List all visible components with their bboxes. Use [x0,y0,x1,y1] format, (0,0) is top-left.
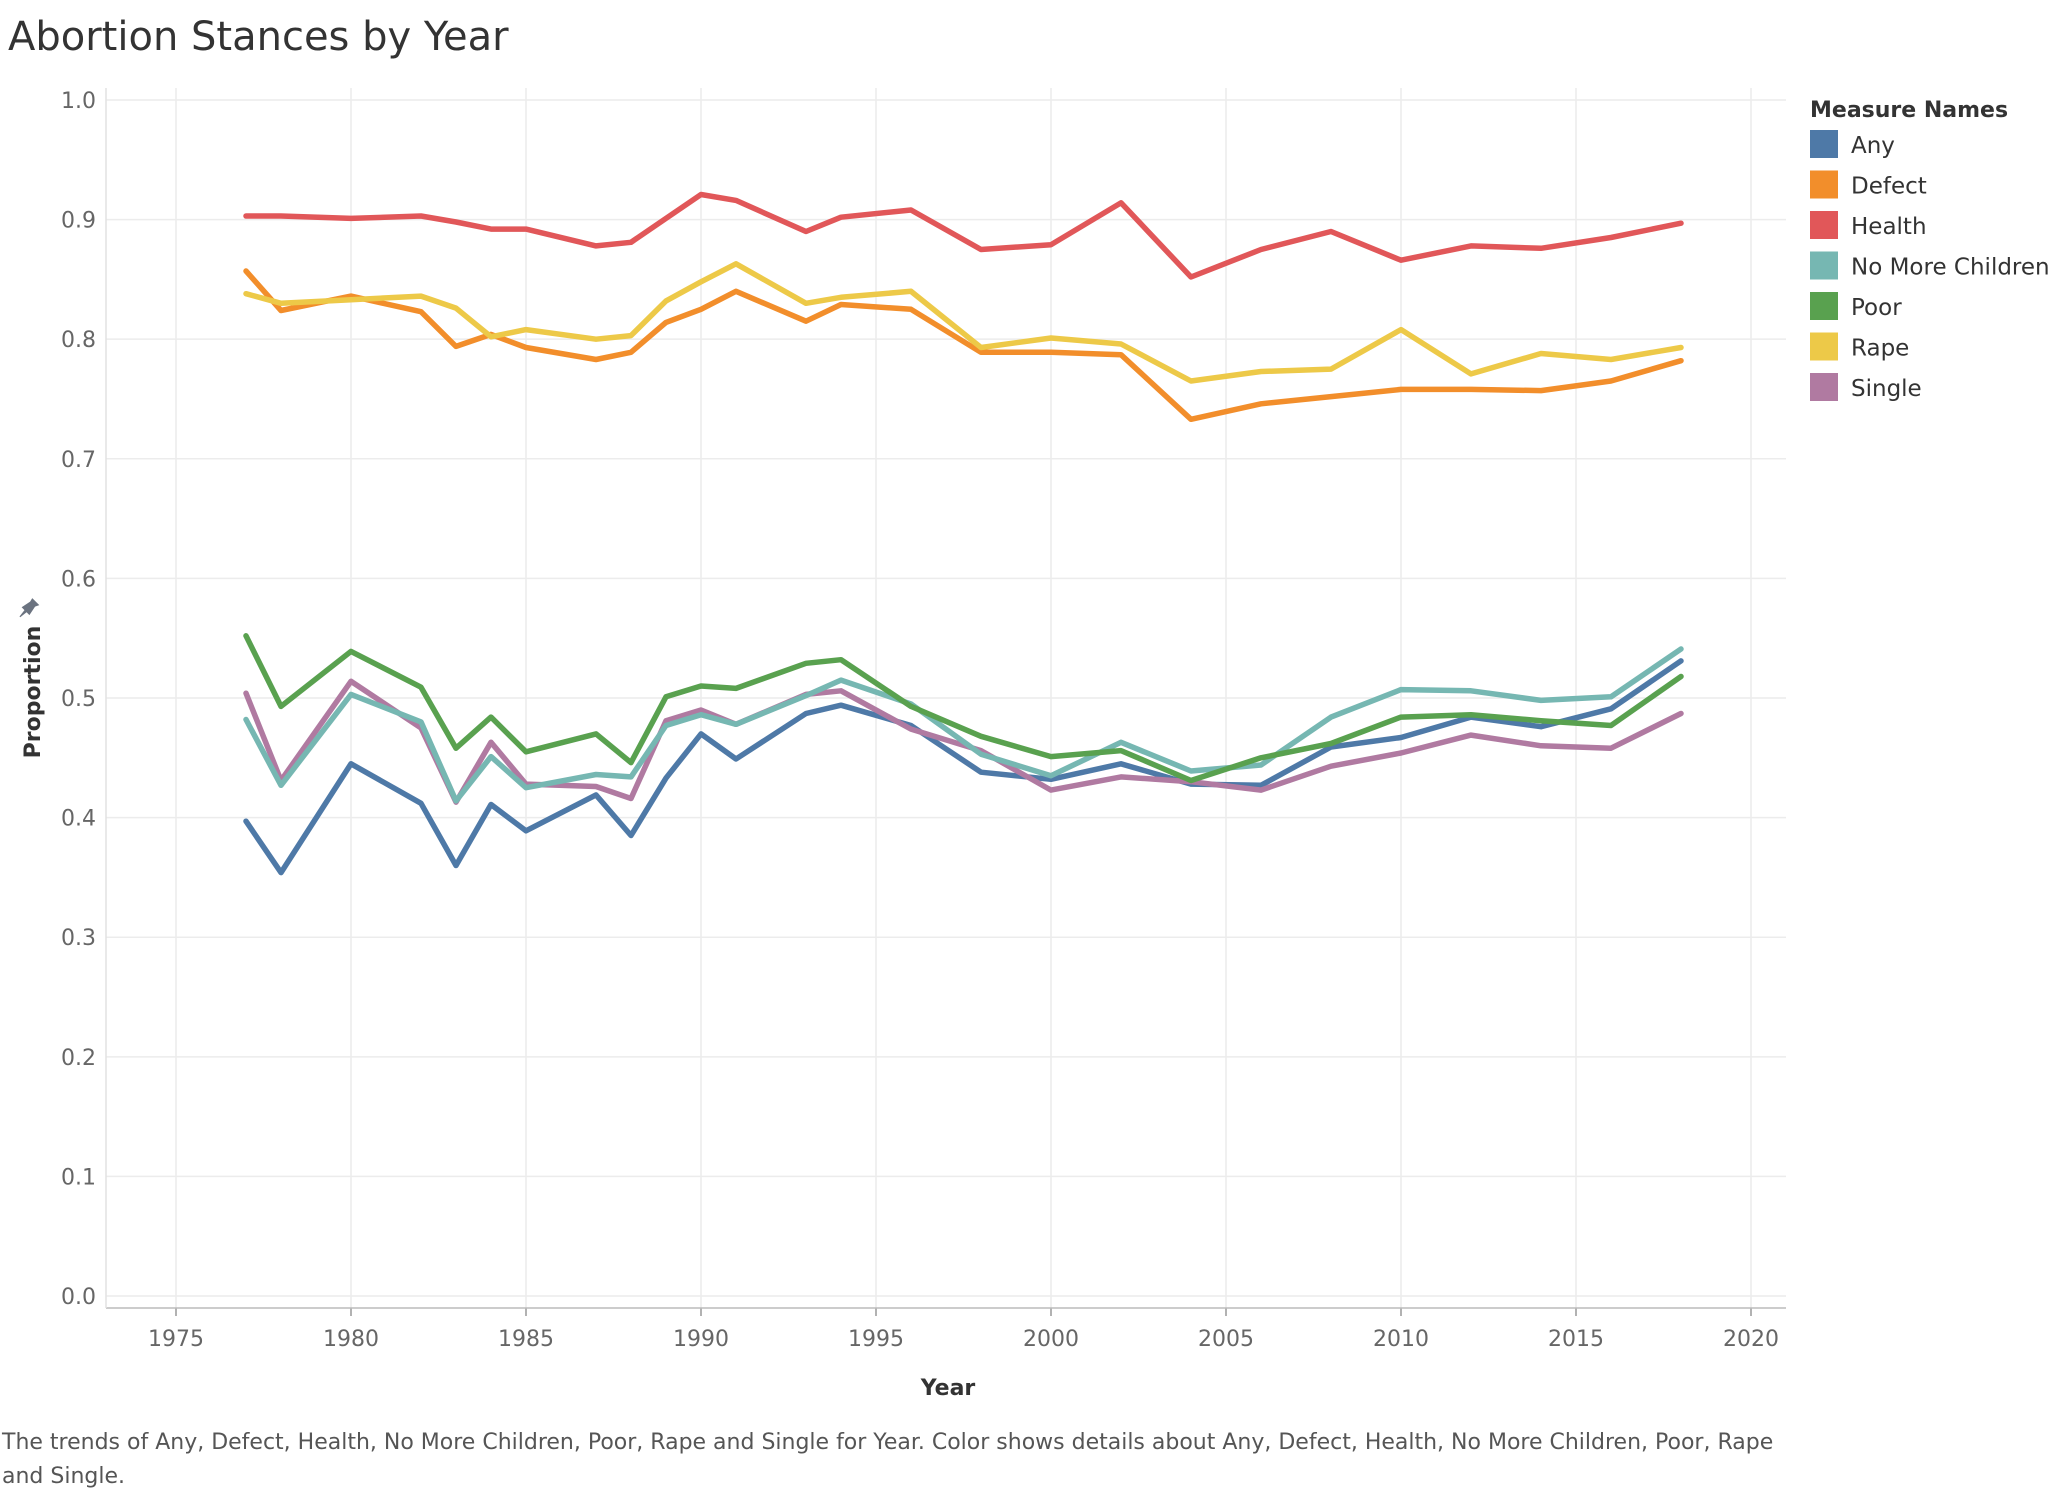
series-lines [243,191,1684,876]
x-tick-label: 1995 [848,1327,904,1352]
y-axis-title: Proportion [21,626,46,759]
legend-label[interactable]: Single [1851,376,1922,402]
line-chart: 0.0 0.1 0.2 0.3 0.4 0.5 0.6 0.7 0.8 0.9 1.0 1975 198… [16,88,2050,1401]
y-tick-label: 0.5 [61,687,96,712]
x-tick-label: 2015 [1548,1327,1604,1352]
x-tick-label: 1985 [498,1327,554,1352]
legend-swatch [1810,292,1838,320]
legend-swatch [1810,251,1838,280]
legend-swatch [1810,170,1838,199]
y-tick-label: 0.6 [61,567,96,592]
x-tick-label: 2000 [1023,1327,1079,1352]
chart-caption: The trends of Any, Defect, Health, No Mo… [2,1430,1774,1489]
y-tick-label: 1.0 [61,89,96,114]
legend-swatch [1810,130,1838,158]
legend-swatch [1810,373,1838,401]
chart-title: Abortion Stances by Year [8,14,509,60]
y-tick-label: 0.1 [61,1165,96,1190]
x-tick-label: 1975 [148,1327,204,1352]
axes: 0.0 0.1 0.2 0.3 0.4 0.5 0.6 0.7 0.8 0.9 1.0 1975 198… [61,88,1786,1352]
series-line-defect[interactable] [243,268,1684,423]
x-tick-label: 2020 [1723,1327,1779,1352]
legend-label[interactable]: Health [1851,214,1927,240]
x-tick-label: 2005 [1198,1327,1254,1352]
legend-label[interactable]: No More Children [1851,255,2050,281]
series-line-poor[interactable] [243,633,1684,784]
y-tick-label: 0.2 [61,1046,96,1071]
series-line-no-more-children[interactable] [243,646,1684,804]
x-tick-label: 1980 [323,1327,379,1352]
legend-swatch [1810,332,1838,361]
y-tick-label: 0.0 [61,1285,96,1310]
legend-label[interactable]: Any [1851,133,1895,159]
series-line-health[interactable] [243,191,1684,280]
pin-icon[interactable] [16,597,40,620]
x-tick-label: 1990 [673,1327,729,1352]
legend: Measure Names Any Defect Health No More Chi… [1810,98,2050,402]
legend-label[interactable]: Rape [1851,336,1909,362]
y-tick-label: 0.9 [61,209,96,234]
series-line-any[interactable] [243,658,1684,876]
x-axis-title: Year [920,1376,976,1401]
legend-label[interactable]: Poor [1851,295,1902,321]
y-tick-label: 0.3 [61,926,96,951]
y-tick-label: 0.8 [61,328,96,353]
legend-swatch [1810,211,1838,239]
gridlines [106,88,1786,1308]
y-tick-label: 0.4 [61,807,96,832]
series-line-rape[interactable] [243,261,1684,384]
x-tick-label: 2010 [1373,1327,1429,1352]
legend-label[interactable]: Defect [1851,174,1927,200]
y-tick-label: 0.7 [61,448,96,473]
legend-title: Measure Names [1810,98,2008,123]
